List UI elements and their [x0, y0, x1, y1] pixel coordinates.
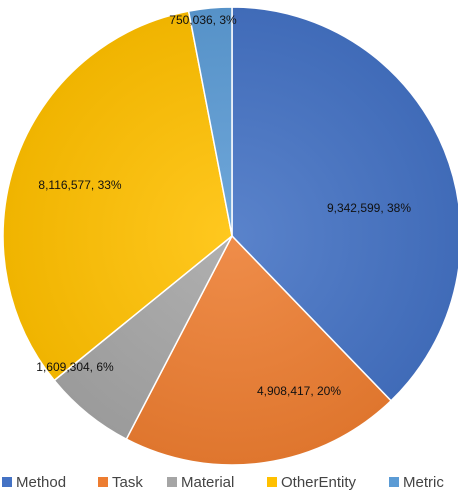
legend-label-task: Task: [112, 474, 143, 491]
legend-label-metric: Metric: [403, 474, 444, 491]
legend-swatch-method: [2, 477, 12, 487]
legend-swatch-metric: [389, 477, 399, 487]
legend-item-otherentity: OtherEntity: [267, 474, 357, 491]
legend-swatch-otherentity: [267, 477, 277, 487]
data-label-otherentity: 8,116,577, 33%: [38, 178, 122, 192]
legend-item-method: Method: [2, 474, 66, 491]
data-label-task: 4,908,417, 20%: [257, 384, 341, 398]
legend-item-task: Task: [98, 474, 143, 491]
legend-item-metric: Metric: [389, 474, 444, 491]
legend-label-method: Method: [16, 474, 66, 491]
pie-data-labels: 9,342,599, 38% 4,908,417, 20% 1,609,304, 6…: [36, 13, 411, 398]
pie-slice-method: [231, 6, 458, 402]
legend-label-otherentity: OtherEntity: [281, 474, 357, 491]
legend: Method Task Material OtherEntity Metric: [2, 474, 444, 491]
legend-item-material: Material: [167, 474, 234, 491]
legend-swatch-material: [167, 477, 177, 487]
data-label-method: 9,342,599, 38%: [327, 201, 411, 215]
legend-swatch-task: [98, 477, 108, 487]
pie-slices: [2, 6, 458, 466]
pie-slice-metric: [187, 6, 233, 237]
legend-label-material: Material: [181, 474, 234, 491]
pie-slice-otherentity: [2, 10, 233, 382]
data-label-metric: 750,036, 3%: [169, 13, 237, 27]
pie-slice-task: [125, 235, 392, 466]
data-label-material: 1,609,304, 6%: [36, 360, 114, 374]
